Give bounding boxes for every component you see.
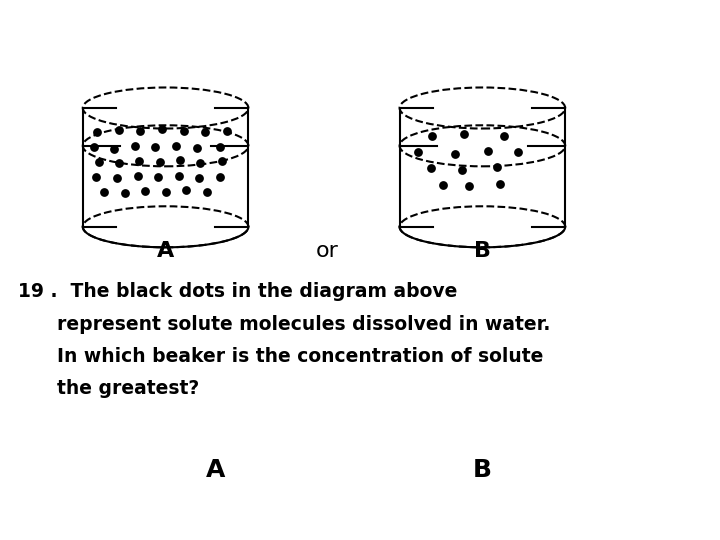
Point (426, 132, 438, 140)
Point (199, 128, 211, 137)
Point (173, 171, 184, 180)
Text: represent solute molecules dissolved in water.: represent solute molecules dissolved in … (18, 314, 550, 334)
Point (171, 141, 182, 150)
Point (119, 188, 130, 197)
Point (149, 143, 161, 152)
Point (194, 158, 206, 167)
Point (140, 186, 151, 195)
Point (156, 124, 168, 133)
Point (91, 128, 103, 137)
Text: B: B (473, 458, 492, 482)
Point (498, 132, 510, 140)
Point (191, 144, 202, 152)
Point (214, 172, 225, 181)
Point (88, 143, 99, 151)
Point (449, 150, 461, 158)
Point (513, 148, 524, 157)
Point (412, 148, 423, 157)
Point (99, 187, 110, 196)
Point (214, 143, 225, 151)
Point (113, 125, 125, 134)
Point (111, 174, 122, 183)
Point (94, 158, 105, 166)
Point (459, 130, 470, 138)
Point (491, 163, 503, 172)
Point (160, 188, 171, 197)
Point (221, 126, 233, 135)
Point (135, 126, 146, 135)
Text: the greatest?: the greatest? (18, 379, 199, 399)
Point (153, 173, 164, 181)
Point (178, 126, 189, 135)
Point (154, 158, 166, 166)
Point (132, 172, 144, 180)
Text: A: A (207, 458, 225, 482)
Point (133, 157, 145, 165)
Point (456, 166, 468, 174)
Point (216, 157, 228, 166)
Point (113, 159, 125, 167)
Point (194, 173, 205, 182)
Point (464, 182, 475, 191)
Point (425, 164, 436, 173)
Point (174, 156, 186, 165)
Point (482, 147, 494, 156)
Point (180, 186, 192, 194)
Point (437, 180, 449, 189)
Point (90, 173, 102, 181)
Point (108, 144, 120, 153)
Text: B: B (474, 241, 491, 261)
Point (495, 179, 506, 188)
Text: A: A (157, 241, 174, 261)
Text: or: or (316, 241, 339, 261)
Text: 19 .  The black dots in the diagram above: 19 . The black dots in the diagram above (18, 282, 457, 301)
Point (130, 141, 141, 150)
Point (201, 188, 212, 197)
Text: In which beaker is the concentration of solute: In which beaker is the concentration of … (18, 347, 544, 366)
